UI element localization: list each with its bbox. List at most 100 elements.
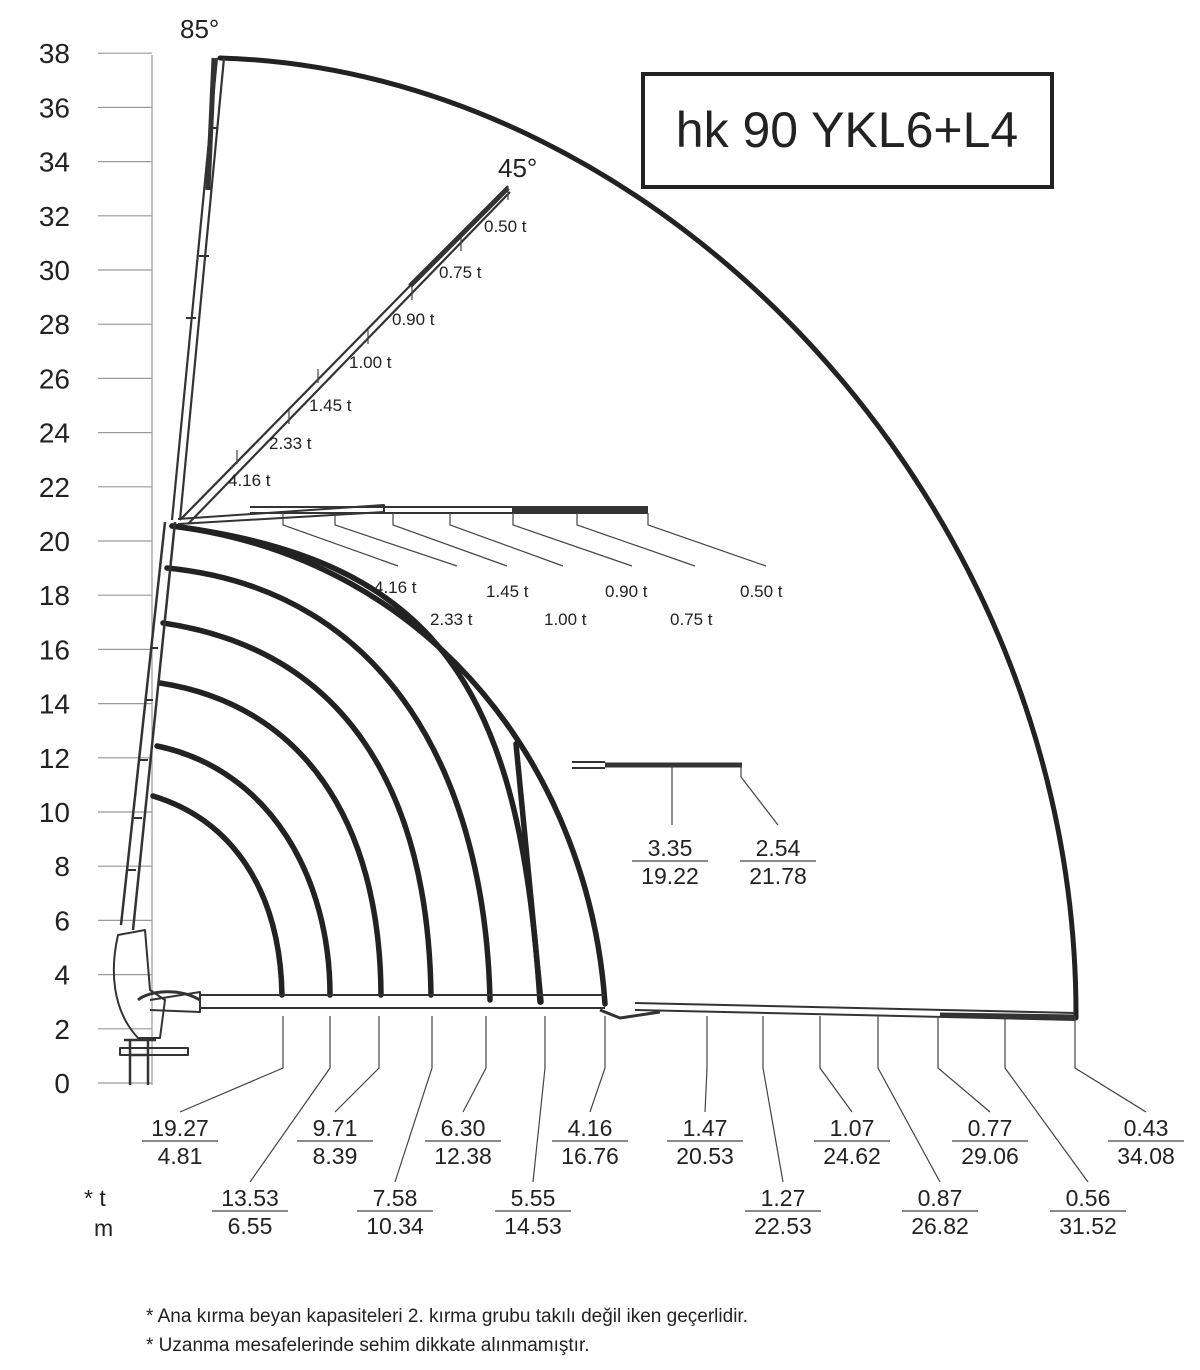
reach-arc (169, 523, 608, 1007)
reach-arc (154, 743, 333, 998)
reach-arcs (150, 55, 1079, 1021)
capacity-t: 1.47 (683, 1115, 728, 1141)
capacity-t: 7.58 (373, 1185, 418, 1211)
y-tick-label: 20 (39, 526, 70, 557)
boom-lower (200, 994, 605, 1009)
angle-45-label: 45° (498, 153, 537, 183)
capacity-m: 26.82 (911, 1213, 969, 1239)
capacity-t: 9.71 (313, 1115, 358, 1141)
crane-base (124, 1038, 156, 1085)
boom-85-joints (186, 127, 218, 319)
leader-line (576, 513, 696, 567)
boom-horizontal-load-label: 1.45 t (486, 582, 529, 601)
leader-line (249, 1016, 331, 1183)
leader-line (762, 1016, 784, 1183)
leader-line (877, 1016, 941, 1183)
y-tick-label: 2 (54, 1014, 70, 1045)
capacity-m: 22.53 (754, 1213, 812, 1239)
leader-line (937, 1016, 991, 1113)
boom-horizontal-load-label: 0.90 t (605, 582, 648, 601)
y-tick-label: 8 (54, 851, 70, 882)
crane-column (112, 929, 166, 1039)
y-tick-label: 24 (39, 418, 70, 449)
capacity-m: 16.76 (561, 1143, 619, 1169)
capacity-t: 0.43 (1124, 1115, 1169, 1141)
reach-arc (157, 680, 384, 998)
crane-structure (112, 57, 1076, 1085)
y-tick-label: 14 (39, 689, 70, 720)
leader-line (392, 513, 508, 567)
boom-horizontal-load-label: 2.33 t (430, 610, 473, 629)
y-tick-label: 12 (39, 743, 70, 774)
leader-line (740, 765, 779, 826)
boom-horizontal-load-label: 0.75 t (670, 610, 713, 629)
capacity-t: 5.55 (511, 1185, 556, 1211)
boom-horizontal (250, 506, 648, 514)
y-tick-label: 38 (39, 38, 70, 69)
y-tick-label: 4 (54, 960, 70, 991)
capacity-t: 13.53 (221, 1185, 279, 1211)
leader-line (179, 1016, 284, 1113)
legend-t: * t (84, 1185, 106, 1211)
leader-line (334, 513, 458, 567)
boom-horizontal-load-label: 0.50 t (740, 582, 783, 601)
y-tick-label: 10 (39, 797, 70, 828)
y-tick-label: 32 (39, 201, 70, 232)
capacity-m: 20.53 (676, 1143, 734, 1169)
y-tick-label: 0 (54, 1068, 70, 1099)
capacity-t: 0.56 (1066, 1185, 1111, 1211)
legend-m: m (94, 1215, 113, 1241)
boom-85-tip (205, 57, 217, 191)
boom-joints (128, 647, 158, 871)
boom-45-load-label: 0.50 t (484, 217, 527, 236)
crane-base-plate (119, 1047, 189, 1056)
boom-45-load-label: 1.00 t (349, 353, 392, 372)
capacity-m: 31.52 (1059, 1213, 1117, 1239)
y-tick-label: 30 (39, 255, 70, 286)
leader-line (589, 1016, 606, 1113)
reach-arc (160, 620, 434, 998)
capacity-m: 12.38 (434, 1143, 492, 1169)
leader-line (704, 1016, 708, 1113)
boom-horizontal-load-label: 1.00 t (544, 610, 587, 629)
boom-lower-ext-tip (939, 1012, 1076, 1020)
capacity-labels: 0.50 t 0.75 t 0.90 t 1.00 t 1.45 t 2.33 t 4.16… (142, 186, 1184, 1239)
leader-line (819, 1016, 853, 1113)
capacity-t: 1.07 (830, 1115, 875, 1141)
capacity-t: 19.27 (151, 1115, 209, 1141)
capacity-m: 29.06 (961, 1143, 1019, 1169)
leader-line (532, 1016, 546, 1183)
reach-arc (164, 565, 493, 1003)
footnote-2: * Uzanma mesafelerinde sehim dikkate alı… (146, 1335, 590, 1356)
capacity-m: 10.34 (366, 1213, 424, 1239)
reach-arc (217, 55, 1079, 1021)
capacity-t: 0.87 (918, 1185, 963, 1211)
mid-capacity-m: 21.78 (749, 863, 807, 889)
capacity-t: 0.77 (968, 1115, 1013, 1141)
y-tick-label: 16 (39, 634, 70, 665)
footnote-1: * Ana kırma beyan kapasiteleri 2. kırma … (146, 1306, 748, 1327)
y-tick-label: 22 (39, 472, 70, 503)
main-boom (119, 521, 177, 931)
capacity-t: 6.30 (441, 1115, 486, 1141)
leader-line (647, 513, 767, 567)
y-tick-label: 28 (39, 309, 70, 340)
y-tick-label: 34 (39, 147, 70, 178)
leader-line (334, 1016, 380, 1113)
y-tick-label: 18 (39, 580, 70, 611)
y-tick-label: 36 (39, 92, 70, 123)
mid-capacity-t: 2.54 (756, 835, 801, 861)
reach-arc (513, 741, 544, 1005)
capacity-t: 1.27 (761, 1185, 806, 1211)
reach-arc (150, 793, 285, 998)
leader-line (462, 1016, 487, 1113)
mid-capacity-m: 19.22 (641, 863, 699, 889)
boom-horizontal-load-label: 4.16 t (374, 578, 417, 597)
boom-lower-base (149, 991, 201, 1013)
capacity-m: 6.55 (228, 1213, 273, 1239)
y-tick-label: 26 (39, 363, 70, 394)
capacity-m: 24.62 (823, 1143, 881, 1169)
leader-line (1074, 1016, 1147, 1113)
